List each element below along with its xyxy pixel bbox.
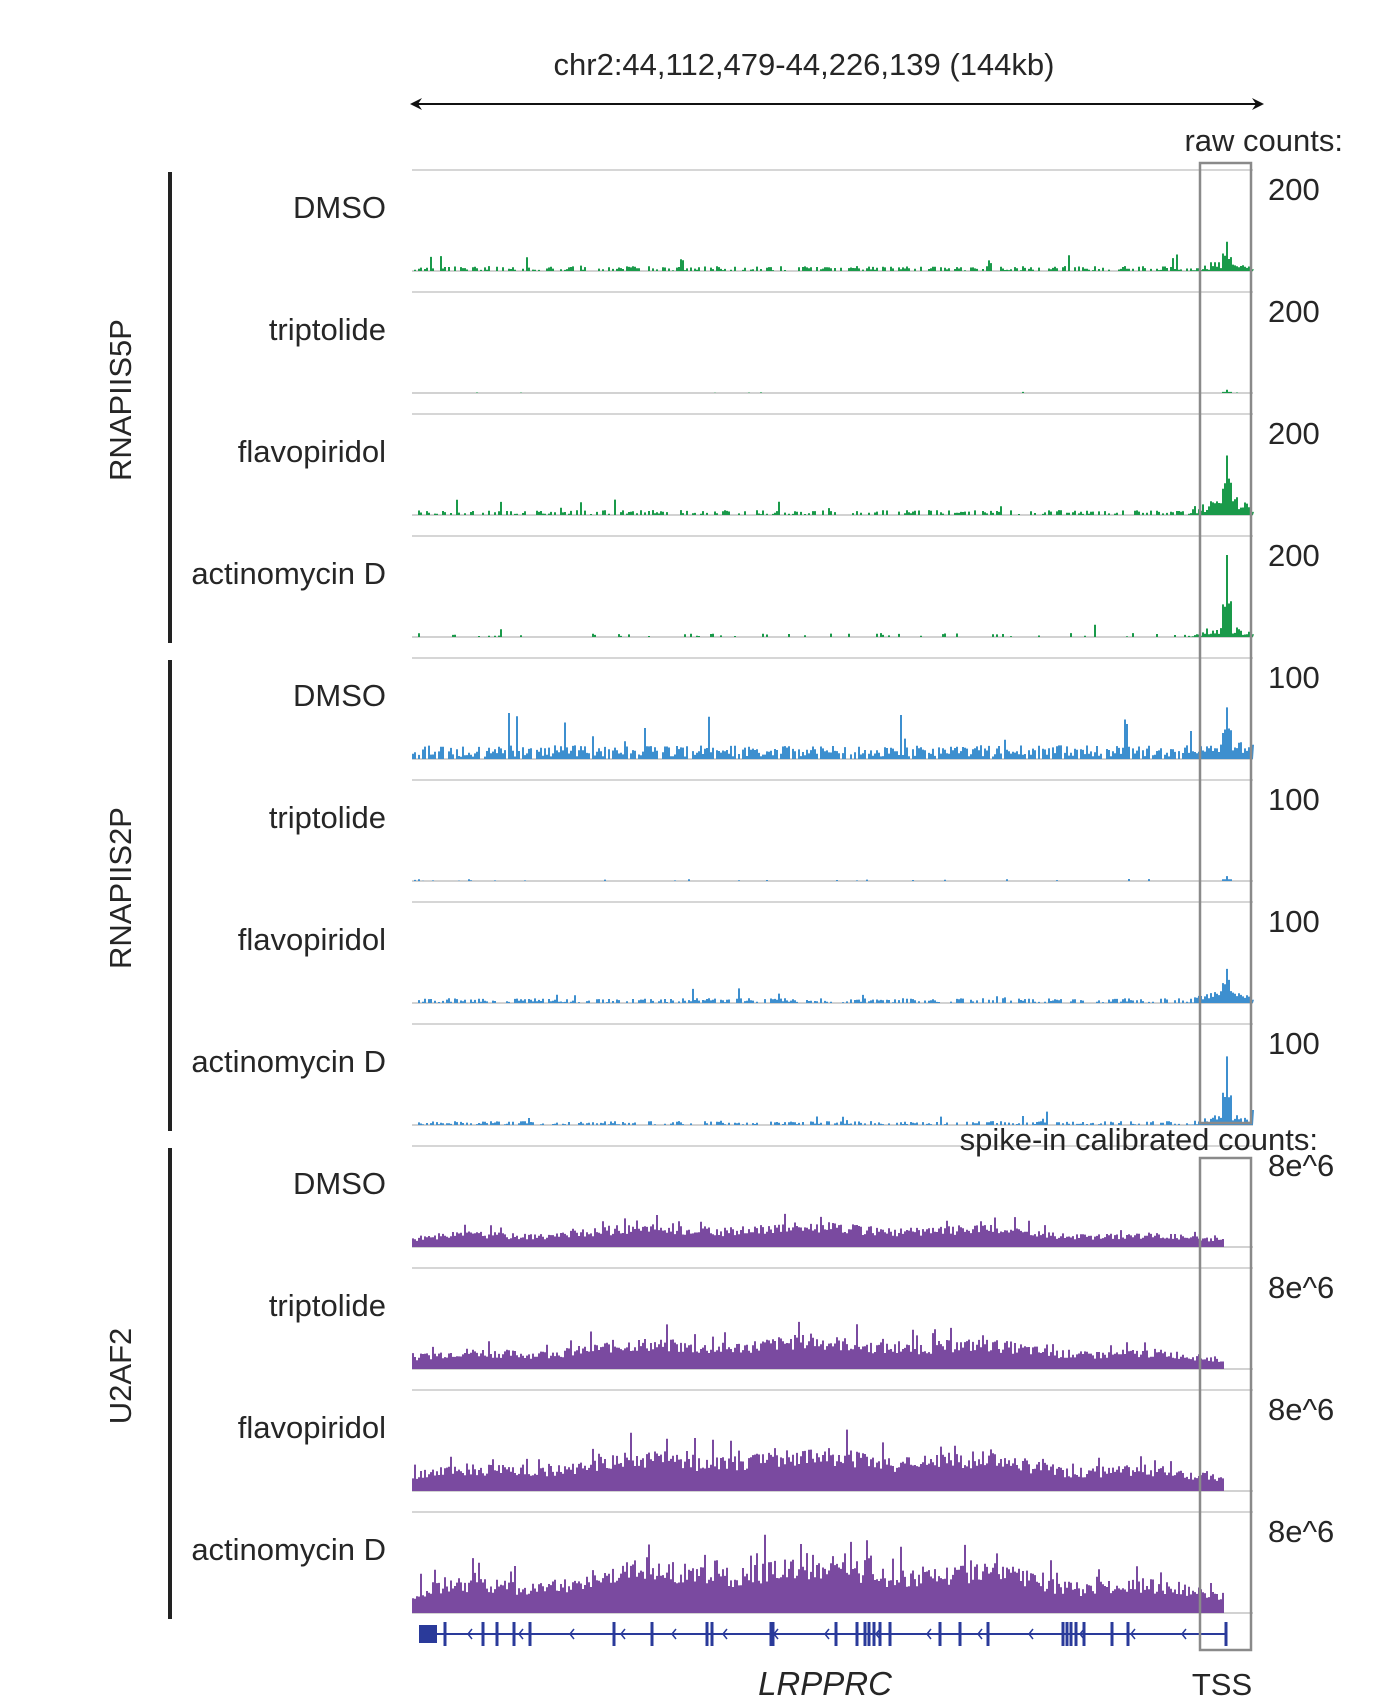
scale-label: 100 <box>1268 782 1320 817</box>
condition-label: DMSO <box>293 190 386 225</box>
gene-exon <box>495 1622 499 1646</box>
gene-exon <box>1082 1622 1086 1646</box>
strand-chevron <box>722 1628 728 1640</box>
spike-in-header: spike-in calibrated counts: <box>960 1122 1318 1157</box>
scale-label: 200 <box>1268 294 1320 329</box>
gene-model <box>419 1622 1228 1646</box>
gene-exon <box>938 1622 942 1646</box>
gene-exon <box>769 1622 773 1646</box>
gene-exon <box>1224 1622 1228 1646</box>
gene-name: LRPPRC <box>758 1665 893 1702</box>
signal-track-u2af2-8 <box>412 1213 1254 1247</box>
signal-track-rnapiis5p-0 <box>412 241 1254 271</box>
strand-chevron <box>824 1628 830 1640</box>
scale-label: 8e^6 <box>1268 1514 1334 1549</box>
strand-chevron <box>926 1628 932 1640</box>
gene-exon <box>888 1622 892 1646</box>
signal-track-rnapiis2p-7 <box>412 1056 1254 1125</box>
condition-label: DMSO <box>293 678 386 713</box>
strand-chevron <box>1181 1628 1187 1640</box>
strand-chevron <box>977 1628 983 1640</box>
group-label: RNAPIIS5P <box>103 319 138 481</box>
chart-title: chr2:44,112,479-44,226,139 (144kb) <box>554 47 1055 82</box>
gene-exon <box>1065 1622 1069 1646</box>
gene-exon <box>512 1622 516 1646</box>
strand-chevron <box>773 1628 779 1640</box>
tss-box-lower <box>1198 1156 1253 1652</box>
gene-exon <box>855 1622 859 1646</box>
gene-exon <box>612 1622 616 1646</box>
signal-track-u2af2-11 <box>412 1534 1254 1613</box>
strand-chevron <box>1028 1628 1034 1640</box>
condition-label: actinomycin D <box>191 1044 386 1079</box>
gene-exon <box>867 1622 871 1646</box>
gene-exon <box>872 1622 876 1646</box>
gene-exon <box>771 1622 775 1646</box>
gene-exon <box>958 1622 962 1646</box>
gene-exon <box>710 1622 714 1646</box>
tss-box-upper <box>1198 161 1253 1125</box>
condition-label: triptolide <box>269 800 386 835</box>
gene-exon <box>1126 1622 1130 1646</box>
scale-label: 8e^6 <box>1268 1392 1334 1427</box>
group-label: U2AF2 <box>103 1328 138 1424</box>
raw-counts-header: raw counts: <box>1184 123 1343 158</box>
track-panel: DMSO 200 triptolide 200 flavopiridol 200 actin… <box>191 169 1334 1614</box>
condition-label: flavopiridol <box>238 922 386 957</box>
signal-track-u2af2-10 <box>412 1429 1254 1491</box>
signal-track-rnapiis2p-4 <box>412 707 1254 759</box>
gene-exon <box>528 1622 532 1646</box>
gene-exon <box>481 1622 485 1646</box>
gene-exon <box>1061 1622 1065 1646</box>
gene-exon <box>419 1625 437 1643</box>
scale-label: 200 <box>1268 416 1320 451</box>
strand-chevron <box>569 1628 575 1640</box>
scale-label: 100 <box>1268 1026 1320 1061</box>
condition-label: DMSO <box>293 1166 386 1201</box>
scale-label: 8e^6 <box>1268 1148 1334 1183</box>
strand-chevron <box>671 1628 677 1640</box>
scale-label: 8e^6 <box>1268 1270 1334 1305</box>
signal-track-u2af2-9 <box>412 1321 1254 1369</box>
gene-exon <box>1074 1622 1078 1646</box>
signal-track-rnapiis2p-5 <box>412 876 1254 881</box>
strand-chevron <box>1130 1628 1136 1640</box>
strand-chevron <box>620 1628 626 1640</box>
scale-label: 200 <box>1268 538 1320 573</box>
condition-label: actinomycin D <box>191 1532 386 1567</box>
scale-label: 200 <box>1268 172 1320 207</box>
gene-exon <box>863 1622 867 1646</box>
signal-track-rnapiis2p-6 <box>412 968 1254 1003</box>
strand-chevron <box>518 1628 524 1640</box>
gene-exon <box>705 1622 709 1646</box>
condition-label: flavopiridol <box>238 434 386 469</box>
tss-label: TSS <box>1192 1667 1252 1702</box>
scale-label: 100 <box>1268 904 1320 939</box>
gene-exon <box>834 1622 838 1646</box>
group-labels: RNAPIIS5P RNAPIIS2P U2AF2 <box>103 172 172 1619</box>
signal-track-rnapiis5p-3 <box>412 555 1254 637</box>
gene-exon <box>1069 1622 1073 1646</box>
strand-chevron <box>467 1628 473 1640</box>
strand-chevron <box>875 1628 881 1640</box>
condition-label: triptolide <box>269 312 386 347</box>
gene-exon <box>986 1622 990 1646</box>
signal-track-rnapiis5p-2 <box>412 455 1254 515</box>
gene-exon <box>443 1622 447 1646</box>
gene-exon <box>878 1622 882 1646</box>
gene-exon <box>650 1622 654 1646</box>
scale-label: 100 <box>1268 660 1320 695</box>
condition-label: triptolide <box>269 1288 386 1323</box>
gene-exon <box>1110 1622 1114 1646</box>
strand-chevron <box>1079 1628 1085 1640</box>
group-label: RNAPIIS2P <box>103 807 138 969</box>
condition-label: actinomycin D <box>191 556 386 591</box>
condition-label: flavopiridol <box>238 1410 386 1445</box>
